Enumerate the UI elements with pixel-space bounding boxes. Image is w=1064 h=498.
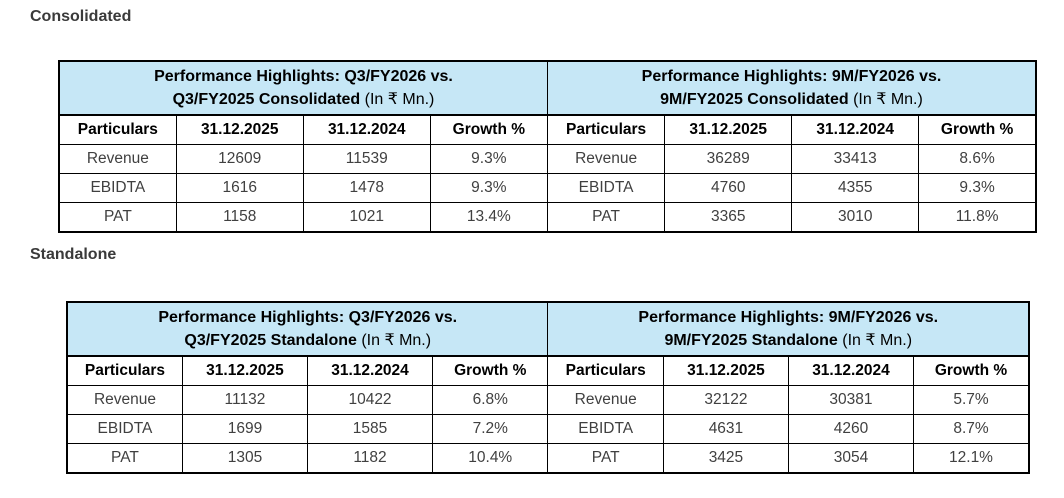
title-line1: Performance Highlights: Q3/FY2026 vs. bbox=[154, 67, 453, 85]
table-cell: 4631 bbox=[662, 414, 789, 444]
performance-table-consolidated: Performance Highlights: Q3/FY2026 vs. Q3… bbox=[58, 60, 1037, 233]
performance-table-standalone: Performance Highlights: Q3/FY2026 vs. Q3… bbox=[66, 301, 1030, 474]
table-cell: Revenue bbox=[547, 385, 664, 415]
table-cell: 9.3% bbox=[918, 173, 1037, 203]
table-cell: EBIDTA bbox=[546, 173, 666, 203]
table-row: Revenue 11132 10422 6.8% Revenue 32122 3… bbox=[66, 385, 1030, 415]
table-cell: 9.3% bbox=[429, 144, 548, 174]
table-cell: 10422 bbox=[306, 385, 434, 415]
column-header: Growth % bbox=[432, 355, 549, 386]
column-header: Particulars bbox=[547, 355, 664, 386]
section-label-standalone: Standalone bbox=[30, 246, 117, 263]
title-line2: Q3/FY2025 Standalone (In ₹ Mn.) bbox=[184, 332, 432, 349]
column-header: Growth % bbox=[913, 355, 1030, 386]
table-cell: 11132 bbox=[181, 385, 308, 415]
table-cell: 11.8% bbox=[918, 202, 1037, 233]
table-cell: 8.7% bbox=[913, 414, 1030, 444]
column-header: Particulars bbox=[66, 355, 183, 386]
consolidated-table-wrap: Performance Highlights: Q3/FY2026 vs. Q3… bbox=[58, 60, 1037, 233]
table-cell: 13.4% bbox=[429, 202, 548, 233]
table-row: Performance Highlights: Q3/FY2026 vs. Q3… bbox=[66, 301, 1030, 357]
table-cell: 1616 bbox=[175, 173, 304, 203]
column-header: Growth % bbox=[918, 114, 1037, 145]
table-cell: 8.6% bbox=[918, 144, 1037, 174]
table-cell: 4760 bbox=[664, 173, 793, 203]
column-header: 31.12.2025 bbox=[664, 114, 793, 145]
column-header: Particulars bbox=[546, 114, 666, 145]
table-title-q3-consolidated: Performance Highlights: Q3/FY2026 vs. Q3… bbox=[58, 60, 548, 116]
table-cell: 3010 bbox=[791, 202, 920, 233]
table-cell: 1305 bbox=[181, 443, 308, 474]
table-cell: 6.8% bbox=[432, 385, 549, 415]
table-row: EBIDTA 1699 1585 7.2% EBIDTA 4631 4260 8… bbox=[66, 414, 1030, 444]
table-cell: Revenue bbox=[66, 385, 183, 415]
table-row: PAT 1305 1182 10.4% PAT 3425 3054 12.1% bbox=[66, 443, 1030, 474]
table-cell: 32122 bbox=[662, 385, 789, 415]
table-row: PAT 1158 1021 13.4% PAT 3365 3010 11.8% bbox=[58, 202, 1037, 233]
table-cell: 30381 bbox=[787, 385, 915, 415]
table-cell: 4260 bbox=[787, 414, 915, 444]
table-cell: EBIDTA bbox=[547, 414, 664, 444]
table-cell: 36289 bbox=[664, 144, 793, 174]
table-cell: 12.1% bbox=[913, 443, 1030, 474]
table-cell: 3425 bbox=[662, 443, 789, 474]
title-line1: Performance Highlights: 9M/FY2026 vs. bbox=[638, 308, 939, 326]
table-cell: 33413 bbox=[791, 144, 920, 174]
section-label-consolidated: Consolidated bbox=[30, 8, 132, 25]
column-header: 31.12.2024 bbox=[302, 114, 431, 145]
table-cell: 1585 bbox=[306, 414, 434, 444]
column-header: 31.12.2025 bbox=[181, 355, 308, 386]
table-cell: 1158 bbox=[175, 202, 304, 233]
column-header: Growth % bbox=[429, 114, 548, 145]
title-line1: Performance Highlights: Q3/FY2026 vs. bbox=[158, 308, 458, 326]
table-title-9m-consolidated: Performance Highlights: 9M/FY2026 vs. 9M… bbox=[546, 60, 1037, 116]
table-cell: PAT bbox=[66, 443, 183, 474]
table-cell: PAT bbox=[546, 202, 666, 233]
table-row: Particulars 31.12.2025 31.12.2024 Growth… bbox=[66, 355, 1030, 386]
column-header: 31.12.2024 bbox=[306, 355, 434, 386]
table-cell: EBIDTA bbox=[58, 173, 177, 203]
table-cell: 4355 bbox=[791, 173, 920, 203]
column-header: Particulars bbox=[58, 114, 177, 145]
table-title-q3-standalone: Performance Highlights: Q3/FY2026 vs. Q3… bbox=[66, 301, 549, 357]
table-cell: PAT bbox=[58, 202, 177, 233]
table-cell: 12609 bbox=[175, 144, 304, 174]
column-header: 31.12.2024 bbox=[787, 355, 915, 386]
table-cell: 1478 bbox=[302, 173, 431, 203]
column-header: 31.12.2025 bbox=[662, 355, 789, 386]
title-line2: Q3/FY2025 Consolidated (In ₹ Mn.) bbox=[172, 91, 435, 108]
title-line2: 9M/FY2025 Consolidated (In ₹ Mn.) bbox=[660, 91, 923, 108]
title-line1: Performance Highlights: 9M/FY2026 vs. bbox=[641, 67, 942, 85]
table-cell: 7.2% bbox=[432, 414, 549, 444]
table-cell: 9.3% bbox=[429, 173, 548, 203]
column-header: 31.12.2025 bbox=[175, 114, 304, 145]
column-header: 31.12.2024 bbox=[791, 114, 920, 145]
table-row: Revenue 12609 11539 9.3% Revenue 36289 3… bbox=[58, 144, 1037, 174]
table-cell: 1699 bbox=[181, 414, 308, 444]
title-line2: 9M/FY2025 Standalone (In ₹ Mn.) bbox=[664, 332, 913, 349]
table-row: Particulars 31.12.2025 31.12.2024 Growth… bbox=[58, 114, 1037, 145]
table-cell: 5.7% bbox=[913, 385, 1030, 415]
table-cell: EBIDTA bbox=[66, 414, 183, 444]
standalone-table-wrap: Performance Highlights: Q3/FY2026 vs. Q3… bbox=[66, 301, 1030, 474]
table-cell: Revenue bbox=[58, 144, 177, 174]
table-cell: 3054 bbox=[787, 443, 915, 474]
table-row: Performance Highlights: Q3/FY2026 vs. Q3… bbox=[58, 60, 1037, 116]
table-row: EBIDTA 1616 1478 9.3% EBIDTA 4760 4355 9… bbox=[58, 173, 1037, 203]
table-cell: 11539 bbox=[302, 144, 431, 174]
table-cell: 3365 bbox=[664, 202, 793, 233]
table-title-9m-standalone: Performance Highlights: 9M/FY2026 vs. 9M… bbox=[547, 301, 1030, 357]
table-cell: 1021 bbox=[302, 202, 431, 233]
table-cell: Revenue bbox=[546, 144, 666, 174]
table-cell: PAT bbox=[547, 443, 664, 474]
table-cell: 1182 bbox=[306, 443, 434, 474]
table-cell: 10.4% bbox=[432, 443, 549, 474]
